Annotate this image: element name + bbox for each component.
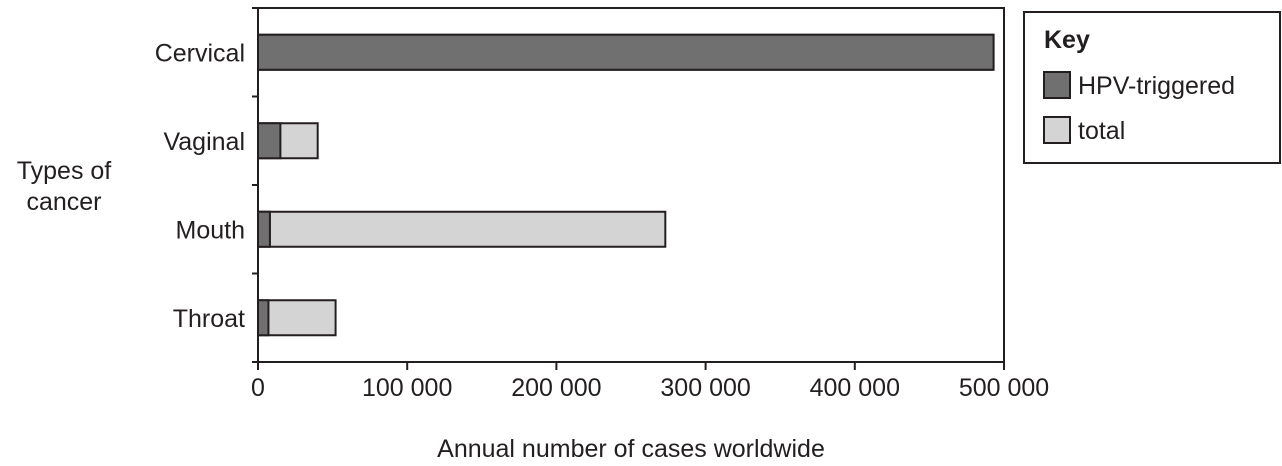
x-axis-label: Annual number of cases worldwide: [437, 435, 825, 463]
legend-title: Key: [1044, 26, 1090, 54]
legend-items: HPV-triggered total: [1043, 71, 1235, 145]
y-tick-label-mouth: Mouth: [176, 216, 245, 244]
x-tick-label: 400 000: [810, 374, 900, 402]
bar-hpv-mouth: [257, 210, 271, 248]
x-tick-label: 300 000: [660, 374, 750, 402]
x-tick-label: 100 000: [362, 374, 452, 402]
y-axis-label-line1: Types of: [17, 157, 112, 185]
bars: [257, 33, 995, 337]
x-tick-label: 500 000: [959, 374, 1049, 402]
bar-hpv-cervical: [257, 33, 995, 71]
y-tick-label-throat: Throat: [173, 305, 245, 333]
x-tick-label: 0: [251, 374, 265, 402]
bar-hpv-throat: [257, 299, 270, 337]
x-tick-labels: 0 100 000 200 000 300 000 400 000 500 000: [251, 374, 1049, 402]
y-tick-labels: Cervical Vaginal Mouth Throat: [155, 39, 245, 333]
bar-hpv-vaginal: [257, 122, 282, 160]
legend-swatch-total: [1043, 116, 1071, 144]
bar-total-mouth: [257, 210, 667, 248]
y-tick-label-cervical: Cervical: [155, 39, 245, 67]
y-tick-label-vaginal: Vaginal: [163, 128, 245, 156]
bar-total-throat: [257, 299, 337, 337]
axes: [252, 7, 1005, 370]
x-tick-label: 200 000: [511, 374, 601, 402]
legend-label-total: total: [1078, 117, 1125, 145]
legend-label-hpv-triggered: HPV-triggered: [1078, 72, 1235, 100]
y-axis-label-line2: cancer: [26, 188, 101, 216]
legend: Key HPV-triggered total: [1023, 11, 1281, 164]
legend-swatch-hpv-triggered: [1043, 71, 1071, 99]
